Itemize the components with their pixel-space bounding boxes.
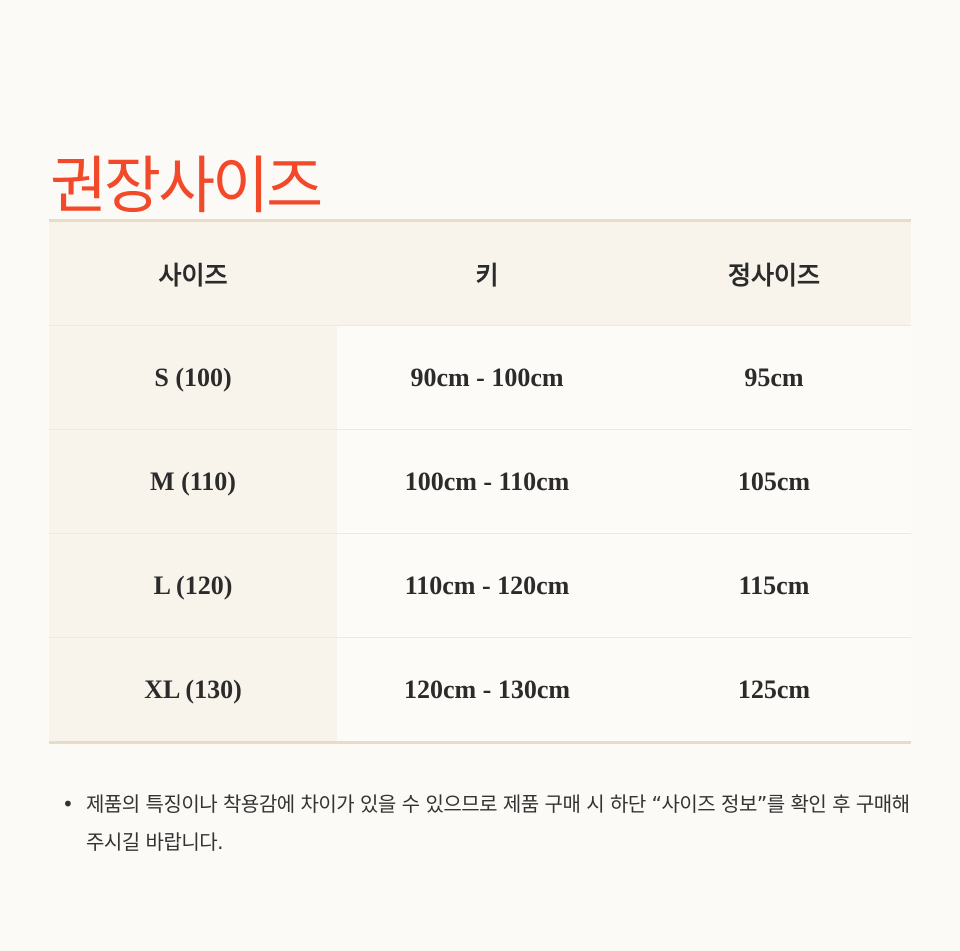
header-height: 키 xyxy=(337,220,637,326)
size-cell: M (110) xyxy=(49,429,337,534)
regular-size-cell: 115cm xyxy=(637,533,911,638)
size-cell: L (120) xyxy=(49,533,337,638)
table-row: XL (130) 120cm - 130cm 125cm xyxy=(49,637,911,743)
regular-size-cell: 95cm xyxy=(637,325,911,430)
bullet-icon: • xyxy=(62,792,74,816)
height-cell: 120cm - 130cm xyxy=(337,637,637,743)
regular-size-cell: 105cm xyxy=(637,429,911,534)
regular-size-cell: 125cm xyxy=(637,637,911,743)
page-title: 권장사이즈 xyxy=(50,148,323,222)
size-cell: XL (130) xyxy=(49,637,337,743)
table-row: M (110) 100cm - 110cm 105cm xyxy=(49,429,911,534)
note-text: 제품의 특징이나 착용감에 차이가 있을 수 있으므로 제품 구매 시 하단 “… xyxy=(86,792,910,854)
size-table: 사이즈 키 정사이즈 S (100) 90cm - 100cm 95cm M (… xyxy=(49,219,911,744)
table-row: L (120) 110cm - 120cm 115cm xyxy=(49,533,911,638)
table-header-row: 사이즈 키 정사이즈 xyxy=(49,220,911,326)
header-regular-size: 정사이즈 xyxy=(637,220,911,326)
height-cell: 100cm - 110cm xyxy=(337,429,637,534)
header-size: 사이즈 xyxy=(49,220,337,326)
table-row: S (100) 90cm - 100cm 95cm xyxy=(49,325,911,430)
height-cell: 110cm - 120cm xyxy=(337,533,637,638)
height-cell: 90cm - 100cm xyxy=(337,325,637,430)
size-note: • 제품의 특징이나 착용감에 차이가 있을 수 있으므로 제품 구매 시 하단… xyxy=(62,785,912,861)
size-cell: S (100) xyxy=(49,325,337,430)
